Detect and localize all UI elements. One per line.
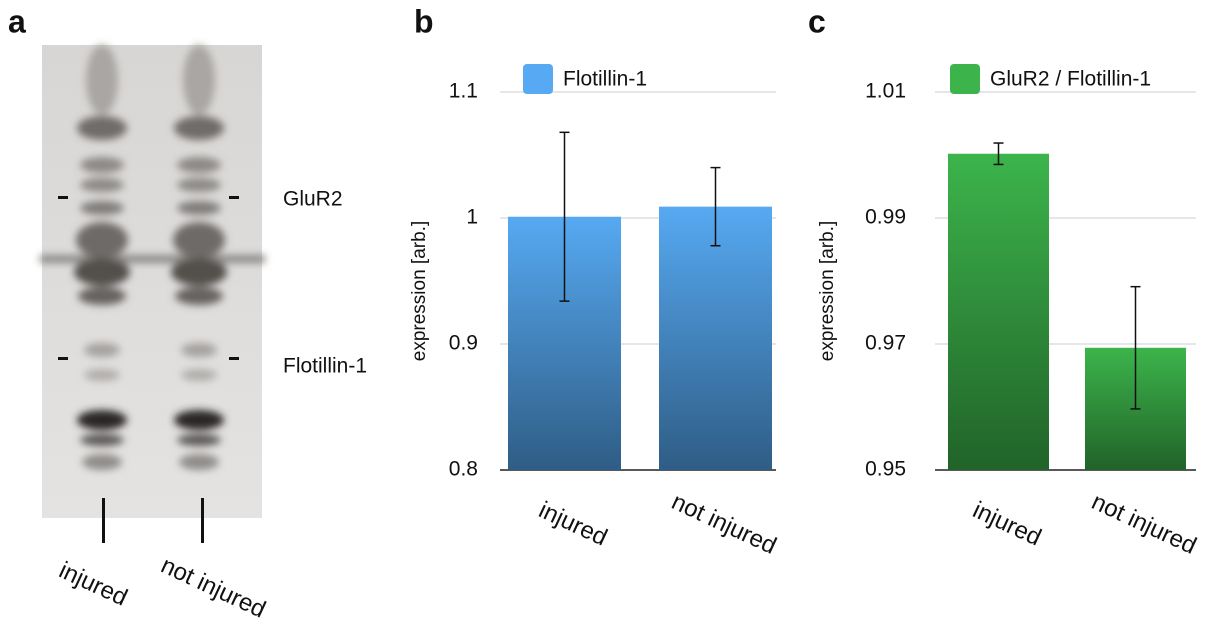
lane-label: injured [55,557,132,612]
y-tick-label: 0.8 [449,458,478,481]
legend-label: Flotillin-1 [563,68,647,91]
panel-label: c [808,3,826,39]
panel-label: a [8,3,26,39]
band-label: GluR2 [283,188,343,211]
lane-label: not injured [157,552,270,624]
legend-swatch [523,64,553,94]
y-tick-label: 0.9 [449,332,478,355]
y-axis-label: expression [arb.] [409,221,430,361]
y-tick-label: 0.97 [865,332,906,355]
y-axis-label: expression [arb.] [817,221,838,361]
x-tick-label: not injured [1087,488,1200,560]
figure: a b c [0,0,1229,631]
y-tick-label: 1 [466,206,478,229]
panel-label: b [414,3,434,39]
x-tick-label: injured [535,496,612,551]
bar [948,154,1049,470]
y-tick-label: 0.95 [865,458,906,481]
x-tick-label: not injured [667,488,780,560]
y-tick-label: 1.1 [449,80,478,103]
legend-swatch [950,64,980,94]
blot-image [40,45,265,543]
x-tick-label: injured [969,496,1046,551]
y-tick-label: 1.01 [865,80,906,103]
legend-label: GluR2 / Flotillin-1 [990,68,1151,91]
band-label: Flotillin-1 [283,355,367,378]
y-tick-label: 0.99 [865,206,906,229]
